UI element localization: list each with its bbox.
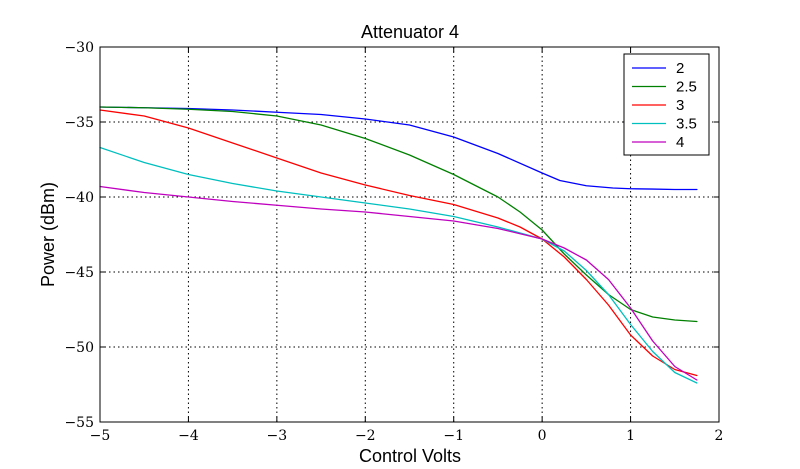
x-tick-label: −2 xyxy=(355,428,376,444)
x-tick-label: 1 xyxy=(626,428,635,444)
y-tick-label: −35 xyxy=(64,115,94,131)
x-tick-labels: −5 −4 −3 −2 −1 0 1 2 xyxy=(90,428,724,444)
series-line-4 xyxy=(99,185,698,381)
x-axis-label: Control Volts xyxy=(359,446,461,466)
series-line-3 xyxy=(99,109,698,377)
y-tick-label: −30 xyxy=(64,40,94,56)
x-tick-label: 0 xyxy=(538,428,547,444)
series-line-2-5 xyxy=(99,106,698,323)
series-line-2 xyxy=(99,106,698,191)
axis-ticks xyxy=(99,46,720,423)
series-line-3-5 xyxy=(99,146,698,384)
legend-label: 4 xyxy=(676,134,684,151)
chart-title: Attenuator 4 xyxy=(361,22,459,42)
x-tick-label: −3 xyxy=(267,428,288,444)
y-tick-label: −50 xyxy=(64,340,94,356)
legend-label: 2 xyxy=(676,60,684,77)
legend-label: 3 xyxy=(676,97,684,114)
y-tick-label: −40 xyxy=(64,190,94,206)
y-tick-label: −55 xyxy=(64,415,94,431)
x-tick-label: −4 xyxy=(178,428,199,444)
x-tick-label: −5 xyxy=(90,428,111,444)
x-tick-label: 2 xyxy=(715,428,724,444)
series-lines xyxy=(99,106,698,384)
y-tick-labels: −55 −50 −45 −40 −35 −30 xyxy=(64,40,94,431)
y-axis-label: Power (dBm) xyxy=(38,182,58,287)
legend: 2 2.53 3.54 xyxy=(623,53,710,156)
legend-label: 3.5 xyxy=(676,116,697,133)
legend-label: 2.5 xyxy=(676,79,697,96)
x-tick-label: −1 xyxy=(443,428,464,444)
plot-frame xyxy=(99,46,720,423)
y-tick-label: −45 xyxy=(64,265,94,281)
legend-entries: 2 2.53 3.54 xyxy=(632,60,697,151)
